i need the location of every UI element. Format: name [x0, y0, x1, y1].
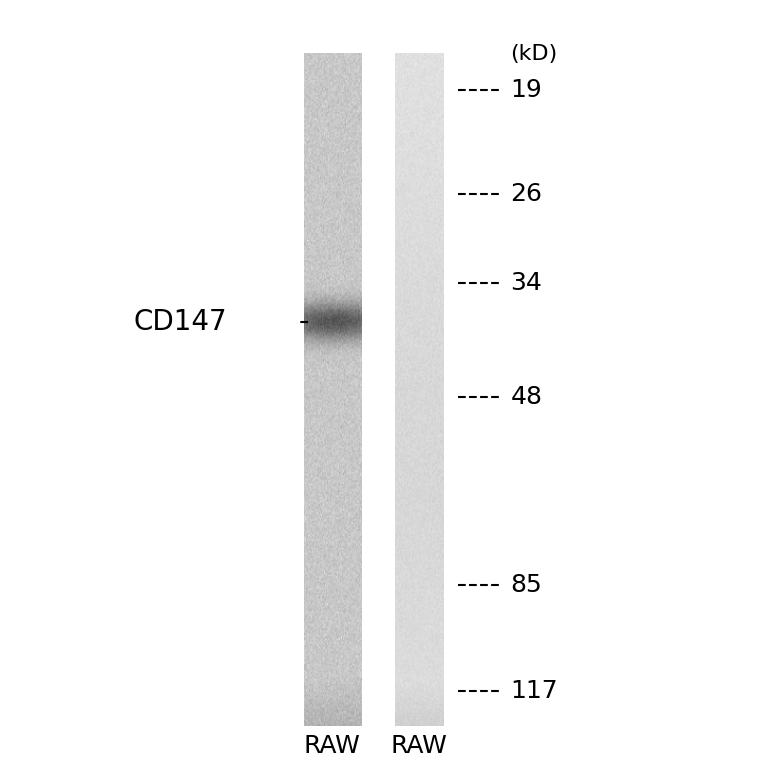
Text: 34: 34 [510, 270, 542, 295]
Text: 85: 85 [510, 573, 542, 597]
Text: RAW: RAW [304, 733, 361, 758]
Text: RAW: RAW [390, 733, 447, 758]
Text: 19: 19 [510, 78, 542, 102]
Text: 48: 48 [510, 384, 542, 409]
Text: 26: 26 [510, 182, 542, 206]
Text: CD147: CD147 [134, 309, 228, 336]
Text: 117: 117 [510, 679, 558, 703]
Text: (kD): (kD) [510, 44, 558, 63]
